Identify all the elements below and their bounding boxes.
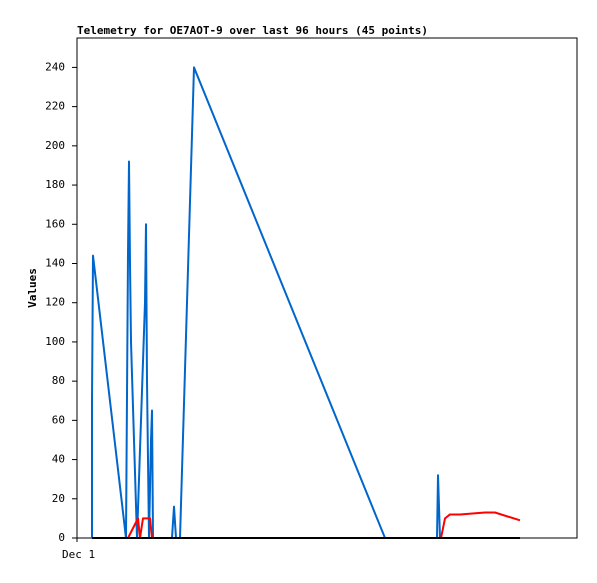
y-axis-label: Values — [26, 268, 39, 308]
y-tick-label: 40 — [52, 453, 65, 466]
y-tick-label: 20 — [52, 492, 65, 505]
y-tick-label: 180 — [45, 178, 65, 191]
y-tick-label: 80 — [52, 374, 65, 387]
y-tick-label: 100 — [45, 335, 65, 348]
y-tick-label: 60 — [52, 413, 65, 426]
y-tick-label: 160 — [45, 217, 65, 230]
chart-title: Telemetry for OE7AOT-9 over last 96 hour… — [77, 24, 428, 37]
y-tick-label: 0 — [58, 531, 65, 544]
x-tick-label: Dec 1 — [62, 548, 95, 561]
y-tick-label: 220 — [45, 100, 65, 113]
y-tick-label: 140 — [45, 256, 65, 269]
y-tick-label: 120 — [45, 296, 65, 309]
y-tick-label: 200 — [45, 139, 65, 152]
y-tick-label: 240 — [45, 60, 65, 73]
series-line — [91, 66, 520, 539]
